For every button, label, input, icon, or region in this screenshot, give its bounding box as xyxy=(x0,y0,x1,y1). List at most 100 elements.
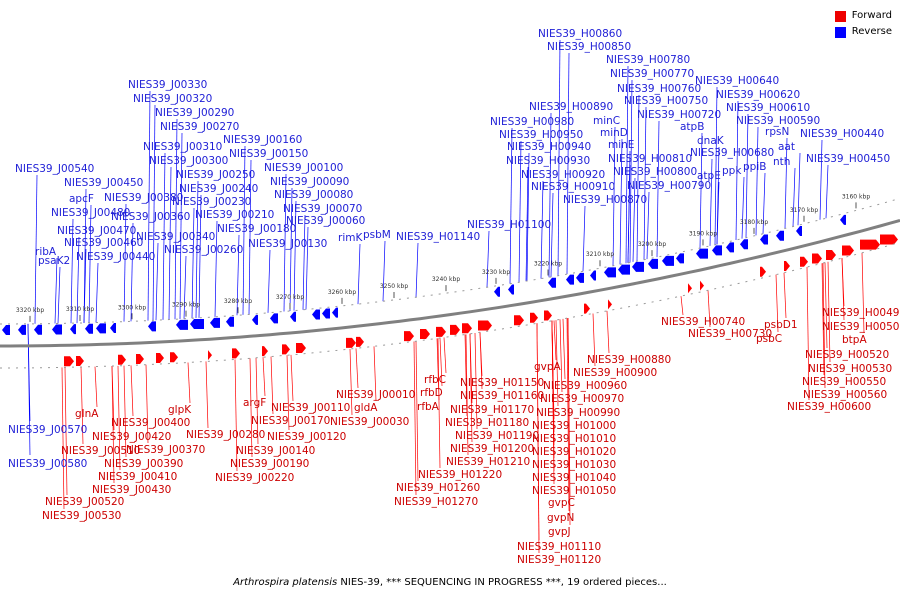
forward-gene-label: NIES39_H00560 xyxy=(803,389,887,401)
caption-details: NIES-39, *** SEQUENCING IN PROGRESS ***,… xyxy=(337,577,667,588)
forward-gene-label: NIES39_H00550 xyxy=(802,376,886,388)
reverse-gene-arrow xyxy=(662,255,674,266)
reverse-leader-line xyxy=(191,207,195,319)
scale-tick-label: 3260 kbp xyxy=(328,289,356,296)
reverse-gene-label: NIES39_J00150 xyxy=(229,148,308,160)
reverse-leader-line xyxy=(518,140,522,283)
reverse-gene-label: NIES39_H00920 xyxy=(521,169,605,181)
forward-gene-label: NIES39_J00110 xyxy=(271,402,350,414)
reverse-gene-label: NIES39_H00910 xyxy=(531,181,615,193)
reverse-leader-line xyxy=(289,187,293,311)
reverse-gene-arrow xyxy=(712,245,722,256)
reverse-leader-line xyxy=(76,236,80,324)
reverse-leader-line xyxy=(762,172,766,234)
reverse-gene-label: NIES39_H00860 xyxy=(538,28,622,40)
reverse-gene-label: NIES39_J00310 xyxy=(143,141,222,153)
forward-leader-line xyxy=(464,334,468,417)
forward-leader-line xyxy=(111,366,115,484)
forward-gene-label: NIES39_H00900 xyxy=(573,367,657,379)
forward-gene-arrow xyxy=(356,336,364,347)
reverse-gene-label: NIES39_H00680 xyxy=(690,147,774,159)
forward-leader-line xyxy=(606,310,610,354)
reverse-leader-line xyxy=(152,104,156,321)
genome-backbone xyxy=(0,197,900,369)
reverse-gene-arrow xyxy=(110,323,116,334)
reverse-gene-label: NIES39_H00790 xyxy=(627,180,711,192)
scale-tick-label: 3230 kbp xyxy=(482,269,510,276)
reverse-leader-line xyxy=(357,243,361,305)
reverse-gene-label: NIES39_J00440 xyxy=(76,251,155,263)
reverse-gene-label: NIES39_H00720 xyxy=(637,109,721,121)
reverse-gene-label: dnaK xyxy=(697,135,725,147)
forward-gene-label: gvpA xyxy=(534,361,562,373)
forward-gene-label: NIES39_H01190 xyxy=(455,430,539,442)
reverse-gene-label: minE xyxy=(608,139,634,151)
scale-tick-label: 3270 kbp xyxy=(276,294,304,301)
forward-leader-line xyxy=(806,267,810,401)
reverse-leader-line xyxy=(550,192,554,277)
forward-gene-label: NIES39_H01160 xyxy=(460,390,544,402)
reverse-gene-arrow xyxy=(696,248,708,259)
reverse-leader-line xyxy=(57,266,61,324)
reverse-gene-arrow xyxy=(796,226,802,237)
forward-leader-line xyxy=(555,320,559,407)
reverse-leader-line xyxy=(745,113,749,238)
reverse-gene-label: NIES39_H00980 xyxy=(490,116,574,128)
legend-item-reverse: Reverse xyxy=(834,24,892,40)
forward-gene-label: NIES39_H00990 xyxy=(536,407,620,419)
reverse-gene-arrow xyxy=(740,239,748,250)
reverse-gene-label: NIES39_H00620 xyxy=(716,89,800,101)
forward-gene-label: NIES39_H01050 xyxy=(532,485,616,497)
forward-gene-arrow xyxy=(170,352,178,363)
forward-gene-label: glpK xyxy=(168,404,192,416)
reverse-leader-line xyxy=(70,218,74,324)
forward-gene-label: NIES39_J00370 xyxy=(126,444,205,456)
reverse-gene-label: NIES39_J00460 xyxy=(64,237,143,249)
reverse-gene-label: NIES39_J00230 xyxy=(172,196,251,208)
reverse-gene-arrow xyxy=(576,272,584,283)
reverse-leader-line xyxy=(646,191,650,260)
forward-leader-line xyxy=(680,296,684,316)
reverse-gene-arrow xyxy=(604,267,616,278)
reverse-gene-label: NIES39_J00180 xyxy=(217,223,296,235)
reverse-leader-line xyxy=(123,203,127,322)
reverse-gene-label: rpsN xyxy=(765,126,789,138)
reverse-leader-line xyxy=(486,230,490,288)
reverse-gene-arrow xyxy=(18,324,26,335)
reverse-gene-label: NIES39_J00570 xyxy=(8,424,87,436)
reverse-leader-line xyxy=(632,177,636,262)
reverse-leader-line xyxy=(267,249,271,313)
forward-gene-label: NIES39_H01020 xyxy=(532,446,616,458)
forward-leader-line xyxy=(861,252,865,334)
forward-leader-line xyxy=(479,332,483,390)
forward-leader-line xyxy=(465,334,469,456)
reverse-leader-line xyxy=(627,164,631,263)
forward-leader-line xyxy=(824,262,828,349)
reverse-gene-arrow xyxy=(676,253,684,264)
reverse-gene-label: NIES39_J00580 xyxy=(8,458,87,470)
reverse-gene-arrow xyxy=(618,264,630,275)
reverse-leader-line xyxy=(656,120,660,258)
forward-leader-line xyxy=(349,349,353,416)
reverse-gene-label: NIES39_H00800 xyxy=(613,166,697,178)
reverse-gene-arrow xyxy=(2,324,10,335)
reverse-gene-label: NIES39_J00540 xyxy=(15,163,94,175)
reverse-leader-line xyxy=(130,222,134,322)
forward-gene-label: argF xyxy=(243,397,266,409)
reverse-leader-line xyxy=(183,255,187,319)
forward-leader-line xyxy=(80,366,84,445)
reverse-gene-label: rimK xyxy=(338,232,363,244)
forward-gene-arrow xyxy=(826,249,836,260)
reverse-leader-line xyxy=(526,152,530,281)
reverse-gene-label: NIES39_J00210 xyxy=(195,209,274,221)
forward-gene-label: NIES39_H00740 xyxy=(661,316,745,328)
forward-gene-label: NIES39_H01120 xyxy=(517,554,601,566)
forward-leader-line xyxy=(286,355,290,431)
reverse-gene-arrow xyxy=(322,308,330,319)
forward-gene-arrow xyxy=(800,256,808,267)
forward-leader-line xyxy=(437,338,441,469)
reverse-gene-label: NIES39_H00440 xyxy=(800,128,884,140)
reverse-gene-label: NIES39_J00260 xyxy=(164,244,243,256)
leader-lines xyxy=(27,39,865,554)
legend-swatch-forward xyxy=(834,10,846,22)
